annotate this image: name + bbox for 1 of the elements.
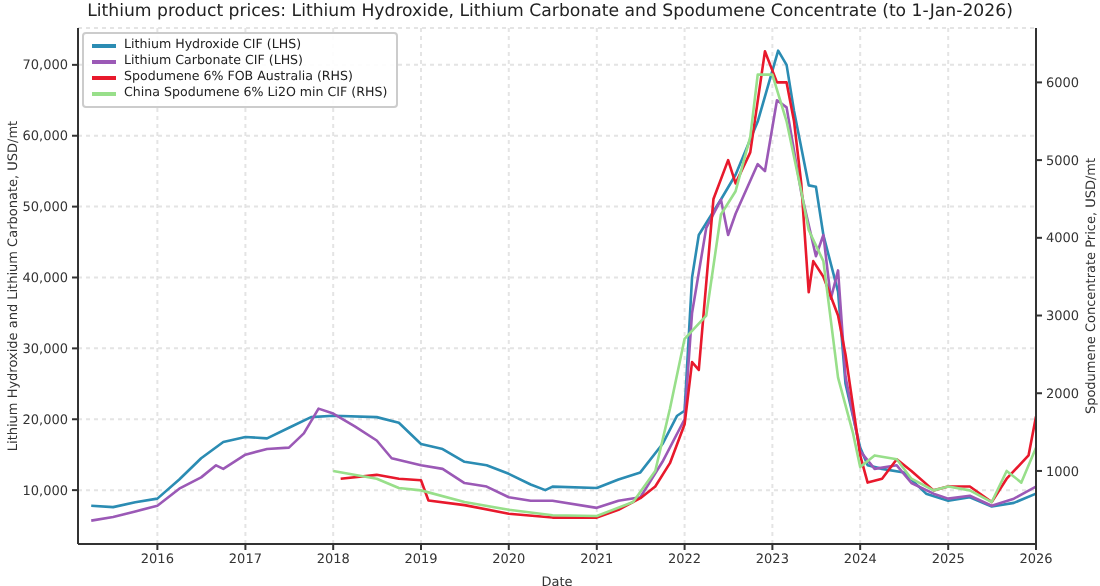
chart-title: Lithium product prices: Lithium Hydroxide, Lithium Carbonate and Spodumene Concentrate (to 1-Jan-2026) [85, 2, 1015, 22]
